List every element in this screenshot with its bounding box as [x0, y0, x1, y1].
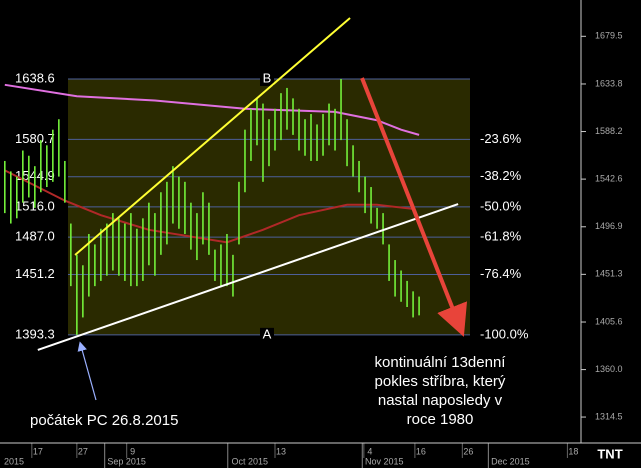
x-tick-label: 17 — [33, 446, 43, 456]
y-tick-label: 1496.9 — [595, 221, 623, 231]
fib-ratio-label: -50.0% — [480, 198, 522, 213]
x-tick-label: 16 — [416, 446, 426, 456]
fib-ratio-label: -76.4% — [480, 266, 522, 281]
fib-ratio-label: -38.2% — [480, 168, 522, 183]
annotation-right: pokles stříbra, který — [375, 373, 506, 390]
fib-label-bg — [12, 131, 62, 148]
fib-label-bg — [12, 266, 62, 283]
fib-ratio-label: -23.6% — [480, 131, 522, 146]
x-tick-label: 4 — [367, 446, 372, 456]
y-tick-label: 1360.0 — [595, 364, 623, 374]
x-tick-label: 9 — [130, 446, 135, 456]
fib-label: 1638.6 — [15, 70, 55, 85]
fib-label-bg — [12, 326, 62, 343]
fib-label: 1580.7 — [15, 131, 55, 146]
fib-label: 1393.3 — [15, 326, 55, 341]
fib-ratio-label: -61.8% — [480, 229, 522, 244]
fib-label-bg — [12, 229, 62, 246]
annotation-right: roce 1980 — [407, 411, 474, 428]
x-tick-label: 18 — [568, 446, 578, 456]
y-tick-label: 1588.2 — [595, 126, 623, 136]
y-tick-label: 1679.5 — [595, 31, 623, 41]
trendline — [74, 17, 351, 256]
moving-average — [4, 83, 420, 136]
fib-point-bg — [260, 71, 274, 86]
fib-label-bg — [12, 70, 62, 87]
fib-label: 1451.2 — [15, 266, 55, 281]
x-tick-label: 13 — [276, 446, 286, 456]
fib-label: 1487.0 — [15, 229, 55, 244]
x-tick-label: 26 — [463, 446, 473, 456]
blue-arrow — [77, 341, 97, 401]
fib-point-bg — [260, 327, 274, 342]
fib-ratio-label: -100.0% — [480, 326, 529, 341]
y-tick-label: 1405.6 — [595, 316, 623, 326]
y-tick-label: 1314.5 — [595, 411, 623, 421]
x-tick-label: 27 — [78, 446, 88, 456]
month-label: Oct 2015 — [232, 456, 269, 466]
trendline — [37, 203, 459, 351]
month-label: 2015 — [4, 456, 24, 466]
y-tick-label: 1451.3 — [595, 269, 623, 279]
fib-label-bg — [12, 198, 62, 215]
y-tick-label: 1633.8 — [595, 78, 623, 88]
annotation-right: nastal naposledy v — [378, 392, 503, 409]
month-label: Nov 2015 — [365, 456, 404, 466]
fib-point: A — [263, 326, 272, 341]
logo: TNT — [597, 446, 622, 461]
month-label: Sep 2015 — [107, 456, 146, 466]
annotation-right: kontinuální 13denní — [375, 354, 507, 371]
red-arrow — [360, 77, 468, 337]
month-label: Dec 2015 — [491, 456, 530, 466]
annotation-left: počátek PC 26.8.2015 — [30, 412, 178, 429]
fib-point: B — [263, 70, 272, 85]
y-tick-label: 1542.6 — [595, 173, 623, 183]
moving-average — [4, 169, 414, 244]
